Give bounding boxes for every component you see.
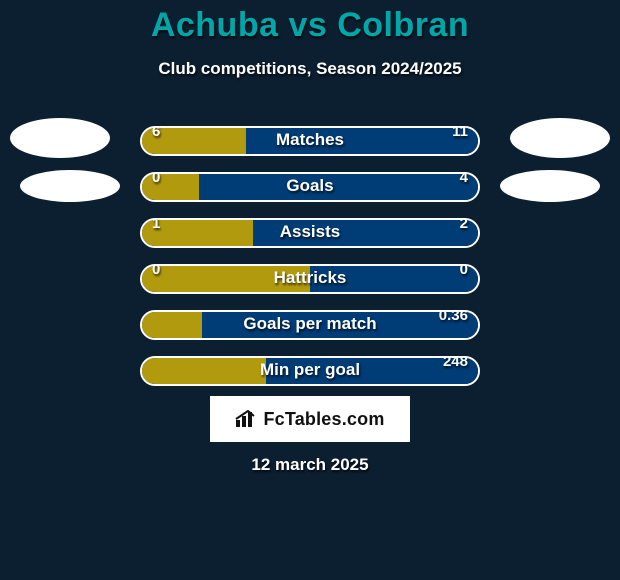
stat-row: 00Hattricks: [0, 256, 620, 302]
date-text: 12 march 2025: [0, 455, 620, 475]
comparison-card: Achuba vs Colbran Club competitions, Sea…: [0, 0, 620, 580]
stat-label: Min per goal: [140, 356, 480, 386]
brand-badge: FcTables.com: [210, 396, 410, 442]
page-title: Achuba vs Colbran: [0, 0, 620, 45]
stat-row: 0.36Goals per match: [0, 302, 620, 348]
brand-text: FcTables.com: [263, 409, 384, 430]
stat-row: 12Assists: [0, 210, 620, 256]
stat-label: Goals per match: [140, 310, 480, 340]
stat-row: 04Goals: [0, 164, 620, 210]
subtitle: Club competitions, Season 2024/2025: [0, 59, 620, 79]
stat-row: 611Matches: [0, 118, 620, 164]
stat-label: Matches: [140, 126, 480, 156]
chart-icon: [235, 410, 257, 428]
stat-label: Hattricks: [140, 264, 480, 294]
stat-row: 248Min per goal: [0, 348, 620, 394]
stat-label: Goals: [140, 172, 480, 202]
stat-label: Assists: [140, 218, 480, 248]
stat-rows: 611Matches04Goals12Assists00Hattricks0.3…: [0, 118, 620, 394]
